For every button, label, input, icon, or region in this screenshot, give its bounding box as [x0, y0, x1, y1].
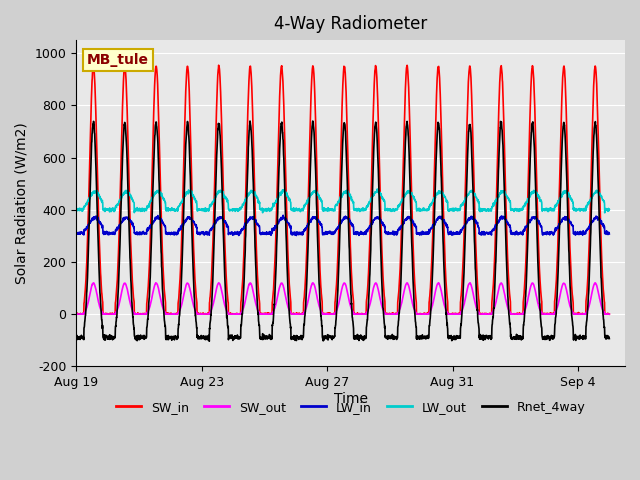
LW_out	[232, 206, 240, 212]
Line: LW_out: LW_out	[76, 189, 609, 213]
Rnet_4way	[114, 292, 122, 298]
Line: SW_in: SW_in	[76, 65, 609, 314]
Legend: SW_in, SW_out, LW_in, LW_out, Rnet_4way: SW_in, SW_out, LW_in, LW_out, Rnet_4way	[111, 396, 590, 419]
LW_in	[72, 232, 80, 238]
SW_in	[215, 62, 223, 68]
LW_out	[373, 186, 381, 192]
Line: Rnet_4way: Rnet_4way	[76, 121, 609, 341]
SW_in	[188, 168, 195, 173]
SW_in	[605, 311, 613, 317]
LW_out	[601, 210, 609, 216]
Line: SW_out: SW_out	[76, 283, 609, 314]
SW_in	[72, 311, 80, 317]
SW_out	[605, 311, 613, 317]
SW_out	[188, 292, 195, 298]
Title: 4-Way Radiometer: 4-Way Radiometer	[274, 15, 428, 33]
LW_in	[114, 225, 122, 231]
Rnet_4way	[366, 275, 374, 280]
Rnet_4way	[188, 206, 195, 212]
Line: LW_in: LW_in	[76, 215, 609, 236]
LW_out	[180, 194, 188, 200]
Text: MB_tule: MB_tule	[87, 53, 149, 67]
LW_out	[188, 188, 195, 193]
SW_in	[233, 311, 241, 316]
Rnet_4way	[493, 229, 500, 235]
SW_out	[72, 311, 80, 317]
LW_in	[279, 212, 287, 218]
SW_in	[493, 189, 500, 194]
LW_in	[292, 233, 300, 239]
Rnet_4way	[205, 338, 213, 344]
SW_in	[180, 133, 188, 139]
SW_out	[233, 311, 241, 317]
Y-axis label: Solar Radiation (W/m2): Solar Radiation (W/m2)	[15, 122, 29, 284]
X-axis label: Time: Time	[333, 392, 367, 406]
SW_in	[72, 311, 80, 317]
SW_in	[366, 242, 374, 248]
SW_in	[115, 258, 122, 264]
LW_out	[493, 196, 500, 202]
LW_out	[605, 206, 613, 212]
Rnet_4way	[246, 118, 254, 124]
SW_out	[215, 280, 223, 286]
LW_out	[72, 207, 80, 213]
Rnet_4way	[180, 188, 188, 194]
LW_in	[188, 216, 195, 222]
SW_out	[180, 290, 188, 296]
Rnet_4way	[233, 334, 241, 340]
LW_in	[493, 223, 500, 228]
SW_out	[365, 303, 373, 309]
LW_in	[180, 219, 188, 225]
LW_in	[366, 223, 374, 229]
LW_in	[605, 231, 613, 237]
LW_out	[114, 201, 122, 207]
Rnet_4way	[605, 336, 613, 341]
SW_out	[114, 305, 122, 311]
LW_out	[365, 200, 373, 206]
LW_in	[232, 229, 240, 235]
SW_out	[493, 297, 500, 302]
Rnet_4way	[72, 336, 80, 341]
